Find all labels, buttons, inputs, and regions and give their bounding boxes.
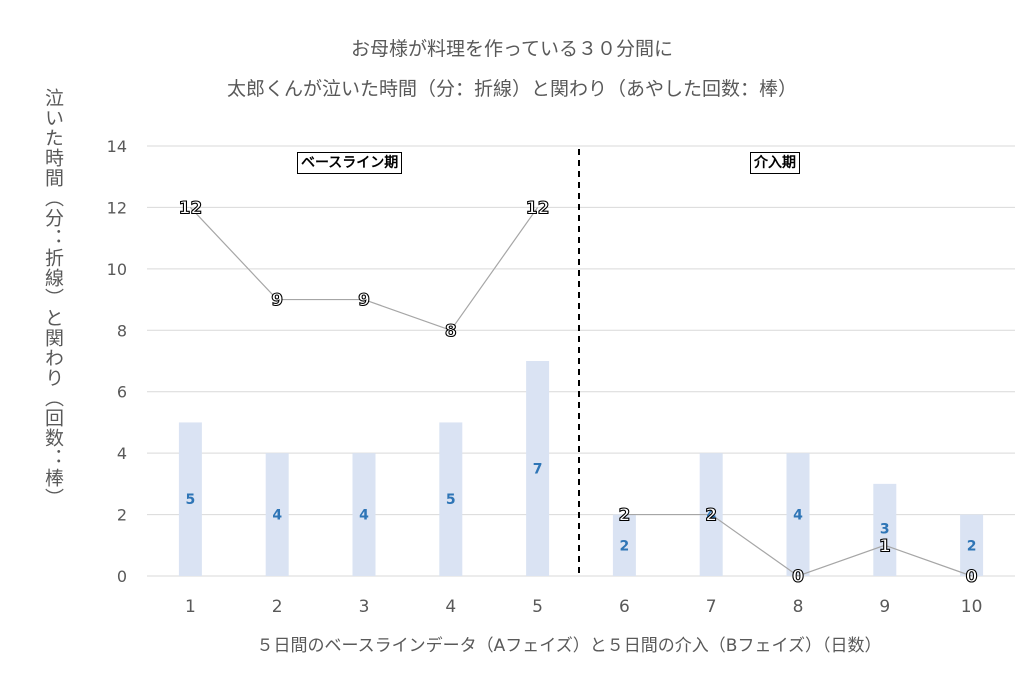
x-tick-label: 2 <box>272 597 283 617</box>
line-data-label: 1 <box>879 536 891 556</box>
y-tick-label: 12 <box>107 198 127 217</box>
bar <box>439 422 463 576</box>
bar <box>786 453 810 576</box>
bar-data-label: 5 <box>186 492 196 508</box>
bar <box>265 453 289 576</box>
y-tick-label: 2 <box>117 506 127 525</box>
line-data-label: 2 <box>705 506 717 526</box>
line-data-label: 9 <box>271 291 283 311</box>
line-data-label: 9 <box>358 291 370 311</box>
bar-data-label: 5 <box>446 492 456 508</box>
bar <box>873 483 897 576</box>
x-tick-label: 10 <box>961 597 983 617</box>
bar-data-label: 4 <box>793 508 803 524</box>
y-tick-label: 14 <box>107 137 127 156</box>
x-tick-label: 1 <box>185 597 196 617</box>
series-line <box>624 513 972 577</box>
line-data-label: 12 <box>526 198 550 218</box>
x-tick-label: 9 <box>879 597 890 617</box>
line-data-label: 12 <box>179 198 203 218</box>
bar-data-label: 4 <box>272 508 282 524</box>
bar-data-label: 7 <box>533 462 543 478</box>
bar-data-label: 2 <box>620 538 630 554</box>
bar <box>178 422 202 576</box>
y-axis-label: 泣いた時間（分：折線）と関わり（回数：棒） <box>42 88 64 508</box>
chart-title-line-1: お母様が料理を作っている３０分間に <box>350 38 674 60</box>
x-tick-label: 5 <box>532 597 543 617</box>
bar <box>352 453 376 576</box>
x-tick-label: 7 <box>706 597 717 617</box>
x-tick-label: 6 <box>619 597 630 617</box>
x-axis-label: ５日間のベースラインデータ（Aフェイズ）と５日間の介入（Bフェイズ）（日数） <box>256 636 882 656</box>
bar <box>960 514 984 576</box>
bar <box>612 514 636 576</box>
phase-label-intervention: 介入期 <box>750 152 800 174</box>
y-tick-label: 10 <box>107 260 127 279</box>
line-data-label: 2 <box>618 506 630 526</box>
bar-data-label: 3 <box>880 521 890 537</box>
x-tick-label: 8 <box>793 597 804 617</box>
bar-data-label: 2 <box>967 538 977 554</box>
line-data-label: 0 <box>792 567 804 587</box>
phase-label-baseline: ベースライン期 <box>297 152 403 174</box>
y-tick-label: 0 <box>117 567 127 586</box>
line-data-label: 8 <box>445 321 457 341</box>
y-tick-label: 6 <box>117 383 127 402</box>
x-tick-label: 4 <box>445 597 456 617</box>
x-tick-label: 3 <box>359 597 370 617</box>
series-line <box>189 207 539 332</box>
y-tick-label: 4 <box>117 444 127 463</box>
chart-title-line-2: 太郎くんが泣いた時間（分：折線）と関わり（あやした回数：棒） <box>226 78 797 100</box>
bar <box>526 361 550 576</box>
y-tick-label: 8 <box>117 321 127 340</box>
bar-data-label: 4 <box>706 508 716 524</box>
line-data-label: 0 <box>966 567 978 587</box>
bar-data-label: 4 <box>359 508 369 524</box>
